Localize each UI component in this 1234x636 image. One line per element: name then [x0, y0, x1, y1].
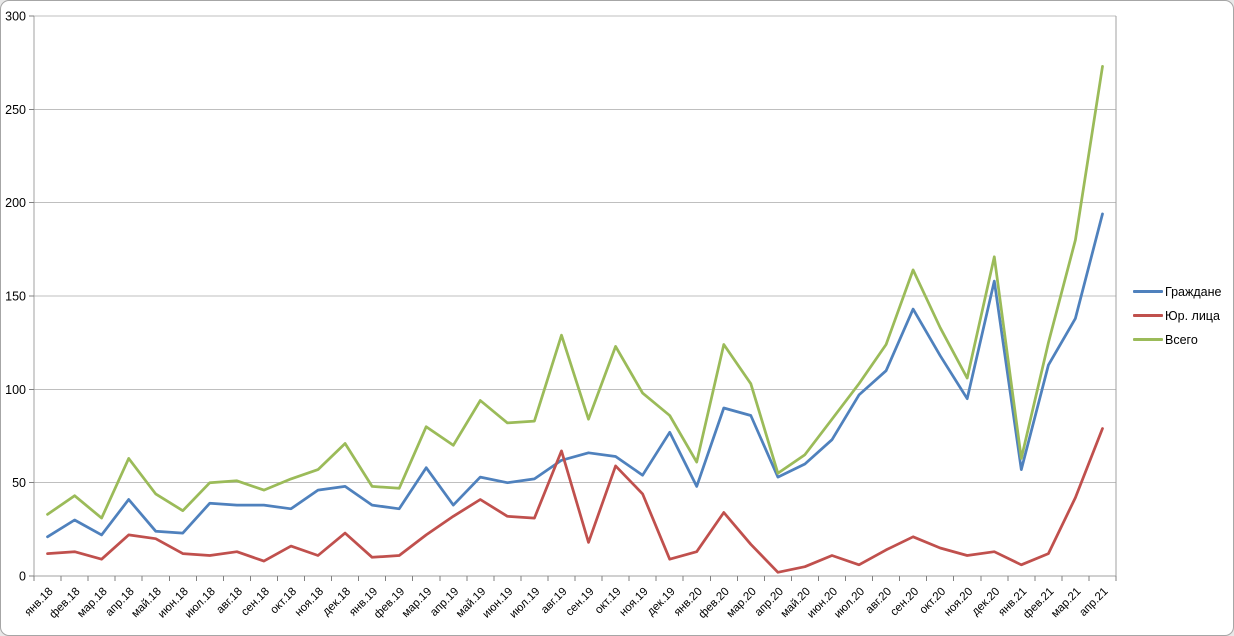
legend-item-grazhdane: Граждане — [1133, 282, 1221, 301]
svg-text:фев.18: фев.18 — [47, 586, 82, 621]
svg-text:ноя.18: ноя.18 — [293, 586, 326, 619]
svg-text:апр.21: апр.21 — [1077, 586, 1110, 619]
svg-text:сен.19: сен.19 — [564, 586, 597, 619]
svg-text:дек.18: дек.18 — [321, 586, 354, 619]
legend-item-vsego: Всего — [1133, 330, 1221, 349]
svg-text:дек.19: дек.19 — [645, 586, 678, 619]
legend-line-swatch-yur-litsa — [1133, 314, 1163, 317]
legend-line-swatch-vsego — [1133, 338, 1163, 341]
svg-text:200: 200 — [5, 196, 26, 210]
svg-text:150: 150 — [5, 290, 26, 304]
svg-text:ноя.19: ноя.19 — [618, 586, 651, 619]
svg-text:дек.20: дек.20 — [970, 586, 1003, 619]
svg-text:мар.21: мар.21 — [1049, 586, 1083, 620]
svg-text:июл.18: июл.18 — [183, 586, 218, 621]
svg-text:сен.18: сен.18 — [239, 586, 272, 619]
svg-text:0: 0 — [19, 570, 26, 584]
svg-text:фев.20: фев.20 — [697, 586, 732, 621]
svg-text:100: 100 — [5, 383, 26, 397]
legend-label-grazhdane: Граждане — [1165, 284, 1222, 299]
svg-text:50: 50 — [12, 476, 26, 490]
legend-label-yur-litsa: Юр. лица — [1165, 308, 1220, 323]
legend-line-swatch-grazhdane — [1133, 290, 1163, 293]
svg-text:ноя.20: ноя.20 — [942, 586, 975, 619]
svg-text:мар.20: мар.20 — [725, 586, 759, 620]
svg-text:июл.19: июл.19 — [508, 586, 543, 621]
legend-label-vsego: Всего — [1165, 332, 1198, 347]
svg-text:300: 300 — [5, 10, 26, 24]
svg-text:сен.20: сен.20 — [888, 586, 921, 619]
svg-text:июл.20: июл.20 — [832, 586, 867, 621]
svg-text:мар.19: мар.19 — [400, 586, 434, 620]
svg-text:фев.21: фев.21 — [1021, 586, 1056, 621]
svg-text:мар.18: мар.18 — [75, 586, 109, 620]
chart-legend: Граждане Юр. лица Всего — [1133, 282, 1221, 349]
svg-text:250: 250 — [5, 103, 26, 117]
legend-item-yur-litsa: Юр. лица — [1133, 306, 1221, 325]
svg-text:фев.19: фев.19 — [372, 586, 407, 621]
